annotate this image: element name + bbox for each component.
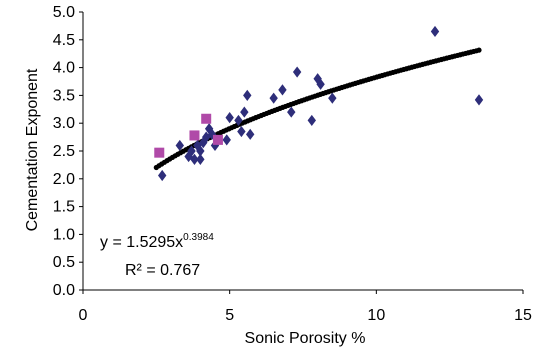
x-tick-labels: 0 5 10 15 [79,307,532,324]
y-tick-label: 1.0 [53,226,75,243]
x-tick-label: 15 [514,307,532,324]
equation-annotation: y = 1.5295x0.3984 R² = 0.767 [100,232,214,279]
diamond-point [313,73,322,85]
diamond-point [210,139,220,152]
axes [79,11,524,294]
square-point [154,147,165,158]
y-tick-label: 0.0 [53,282,75,299]
x-tick-label: 5 [225,307,234,324]
diamond-point [430,25,440,38]
y-tick-label: 5.0 [53,4,75,21]
y-tick-label: 1.5 [53,199,75,216]
diamond-point [222,134,231,146]
diamond-point [237,125,246,138]
diamond-point [204,123,214,135]
diamond-point [187,145,196,157]
diamond-point [269,92,278,104]
diamond-point [243,89,252,101]
y-tick-label: 4.0 [53,60,75,77]
y-tick-label: 4.5 [53,32,75,49]
square-point [201,113,212,124]
diamond-point [287,106,296,118]
r-squared-text: R² = 0.767 [125,262,200,279]
y-tick-label: 0.5 [53,254,75,271]
square-point [189,130,200,141]
square-point [212,134,223,145]
diamond-point [278,84,287,96]
diamond-point [225,112,234,124]
diamond-point [175,139,184,152]
diamond-point [190,153,199,165]
diamond-point [199,137,208,149]
diamond-point [328,92,337,104]
y-tick-label: 2.5 [53,143,75,160]
y-tick-labels: 0.0 0.5 1.0 1.5 2.0 2.5 3.0 3.5 4.0 4.5 5.0 [53,4,75,299]
diamond-point [316,78,325,90]
trendline [153,47,482,171]
trendline-dot [476,47,482,53]
equation-exponent: 0.3984 [183,232,214,243]
data-points [154,25,484,182]
diamond-point [196,153,205,165]
equation-text: y = 1.5295x0.3984 [100,232,214,251]
diamond-point [246,128,255,140]
diamond-point [292,66,302,78]
y-axis-title: Cementation Exponent [24,68,41,231]
y-tick-label: 3.0 [53,115,75,132]
diamond-point [474,94,484,106]
diamond-point [158,169,167,182]
diamond-point [234,114,243,127]
equation-base: y = 1.5295x [100,234,183,251]
x-tick-label: 0 [79,307,88,324]
y-tick-label: 3.5 [53,87,75,104]
y-tick-label: 2.0 [53,171,75,188]
diamond-point [240,106,249,118]
x-axis-title: Sonic Porosity % [245,330,366,347]
diamond-point [196,145,205,157]
diamond-point [307,114,316,127]
x-tick-label: 10 [367,307,385,324]
